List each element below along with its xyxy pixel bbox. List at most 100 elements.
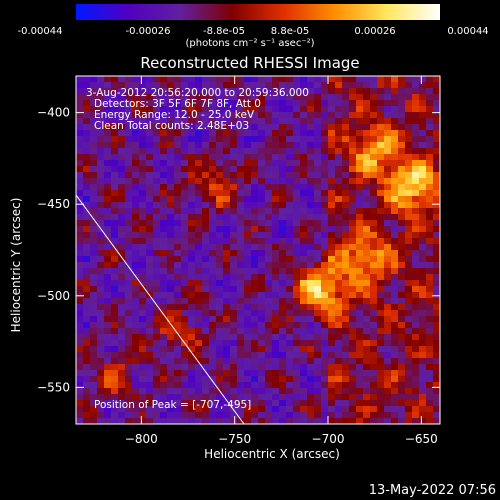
heatmap-cell	[293, 100, 301, 107]
heatmap-cell	[286, 286, 294, 293]
heatmap-cell	[209, 418, 217, 425]
heatmap-cell	[160, 364, 168, 371]
heatmap-cell	[139, 226, 147, 233]
heatmap-cell	[272, 292, 280, 299]
heatmap-cell	[139, 340, 147, 347]
heatmap-cell	[139, 322, 147, 329]
heatmap-cell	[230, 250, 238, 257]
heatmap-cell	[181, 118, 189, 125]
heatmap-cell	[279, 190, 287, 197]
x-tick-label: −750	[218, 432, 251, 446]
heatmap-cell	[398, 376, 406, 383]
heatmap-cell	[433, 232, 441, 239]
heatmap-cell	[146, 208, 154, 215]
heatmap-cell	[377, 226, 385, 233]
heatmap-cell	[111, 82, 119, 89]
heatmap-cell	[342, 304, 350, 311]
heatmap-cell	[286, 412, 294, 419]
heatmap-cell	[349, 286, 357, 293]
heatmap-cell	[132, 268, 140, 275]
heatmap-cell	[356, 274, 364, 281]
heatmap-cell	[251, 310, 259, 317]
heatmap-cell	[139, 370, 147, 377]
heatmap-cell	[188, 106, 196, 113]
heatmap-cell	[230, 220, 238, 227]
heatmap-cell	[167, 196, 175, 203]
heatmap-cell	[90, 304, 98, 311]
heatmap-cell	[188, 328, 196, 335]
heatmap-cell	[370, 130, 378, 137]
heatmap-cell	[405, 340, 413, 347]
heatmap-cell	[279, 160, 287, 167]
heatmap-cell	[90, 178, 98, 185]
heatmap-cell	[426, 124, 434, 131]
heatmap-cell	[230, 100, 238, 107]
heatmap-cell	[314, 178, 322, 185]
heatmap-cell	[405, 166, 413, 173]
heatmap-cell	[356, 328, 364, 335]
heatmap-cell	[363, 346, 371, 353]
heatmap-cell	[83, 358, 91, 365]
heatmap-cell	[202, 304, 210, 311]
heatmap-cell	[237, 154, 245, 161]
heatmap-cell	[377, 238, 385, 245]
heatmap-cell	[356, 178, 364, 185]
heatmap-cell	[258, 106, 266, 113]
heatmap-cell	[398, 250, 406, 257]
heatmap-cell	[125, 244, 133, 251]
heatmap-cell	[258, 346, 266, 353]
heatmap-cell	[321, 178, 329, 185]
heatmap-cell	[237, 370, 245, 377]
heatmap-cell	[363, 328, 371, 335]
heatmap-cell	[153, 190, 161, 197]
heatmap-cell	[272, 196, 280, 203]
heatmap-cell	[174, 160, 182, 167]
heatmap-cell	[328, 232, 336, 239]
heatmap-cell	[209, 220, 217, 227]
heatmap-cell	[433, 178, 441, 185]
heatmap-cell	[209, 154, 217, 161]
heatmap-cell	[258, 412, 266, 419]
heatmap-cell	[321, 268, 329, 275]
heatmap-cell	[286, 142, 294, 149]
heatmap-cell	[174, 220, 182, 227]
heatmap-cell	[433, 76, 441, 83]
heatmap-cell	[104, 202, 112, 209]
heatmap-cell	[370, 244, 378, 251]
heatmap-cell	[349, 334, 357, 341]
heatmap-cell	[111, 298, 119, 305]
heatmap-cell	[405, 418, 413, 425]
heatmap-cell	[118, 280, 126, 287]
heatmap-cell	[300, 364, 308, 371]
heatmap-cell	[209, 310, 217, 317]
heatmap-cell	[167, 112, 175, 119]
heatmap-cell	[314, 190, 322, 197]
heatmap-cell	[188, 340, 196, 347]
heatmap-cell	[76, 154, 84, 161]
heatmap-cell	[419, 412, 427, 419]
heatmap-cell	[104, 262, 112, 269]
heatmap-cell	[300, 238, 308, 245]
heatmap-cell	[146, 232, 154, 239]
heatmap-cell	[419, 274, 427, 281]
heatmap-cell	[384, 124, 392, 131]
heatmap-cell	[426, 412, 434, 419]
heatmap-cell	[321, 358, 329, 365]
heatmap-cell	[265, 376, 273, 383]
heatmap-cell	[384, 184, 392, 191]
heatmap-cell	[230, 166, 238, 173]
heatmap-cell	[258, 220, 266, 227]
heatmap-cell	[202, 118, 210, 125]
heatmap-cell	[153, 352, 161, 359]
heatmap-cell	[167, 412, 175, 419]
heatmap-cell	[160, 100, 168, 107]
timestamp: 13-May-2022 07:56	[368, 483, 496, 498]
heatmap-cell	[139, 298, 147, 305]
heatmap-cell	[104, 184, 112, 191]
heatmap-cell	[76, 76, 84, 83]
heatmap-cell	[286, 130, 294, 137]
heatmap-cell	[328, 262, 336, 269]
heatmap-cell	[146, 346, 154, 353]
heatmap-cell	[321, 364, 329, 371]
heatmap-cell	[202, 82, 210, 89]
